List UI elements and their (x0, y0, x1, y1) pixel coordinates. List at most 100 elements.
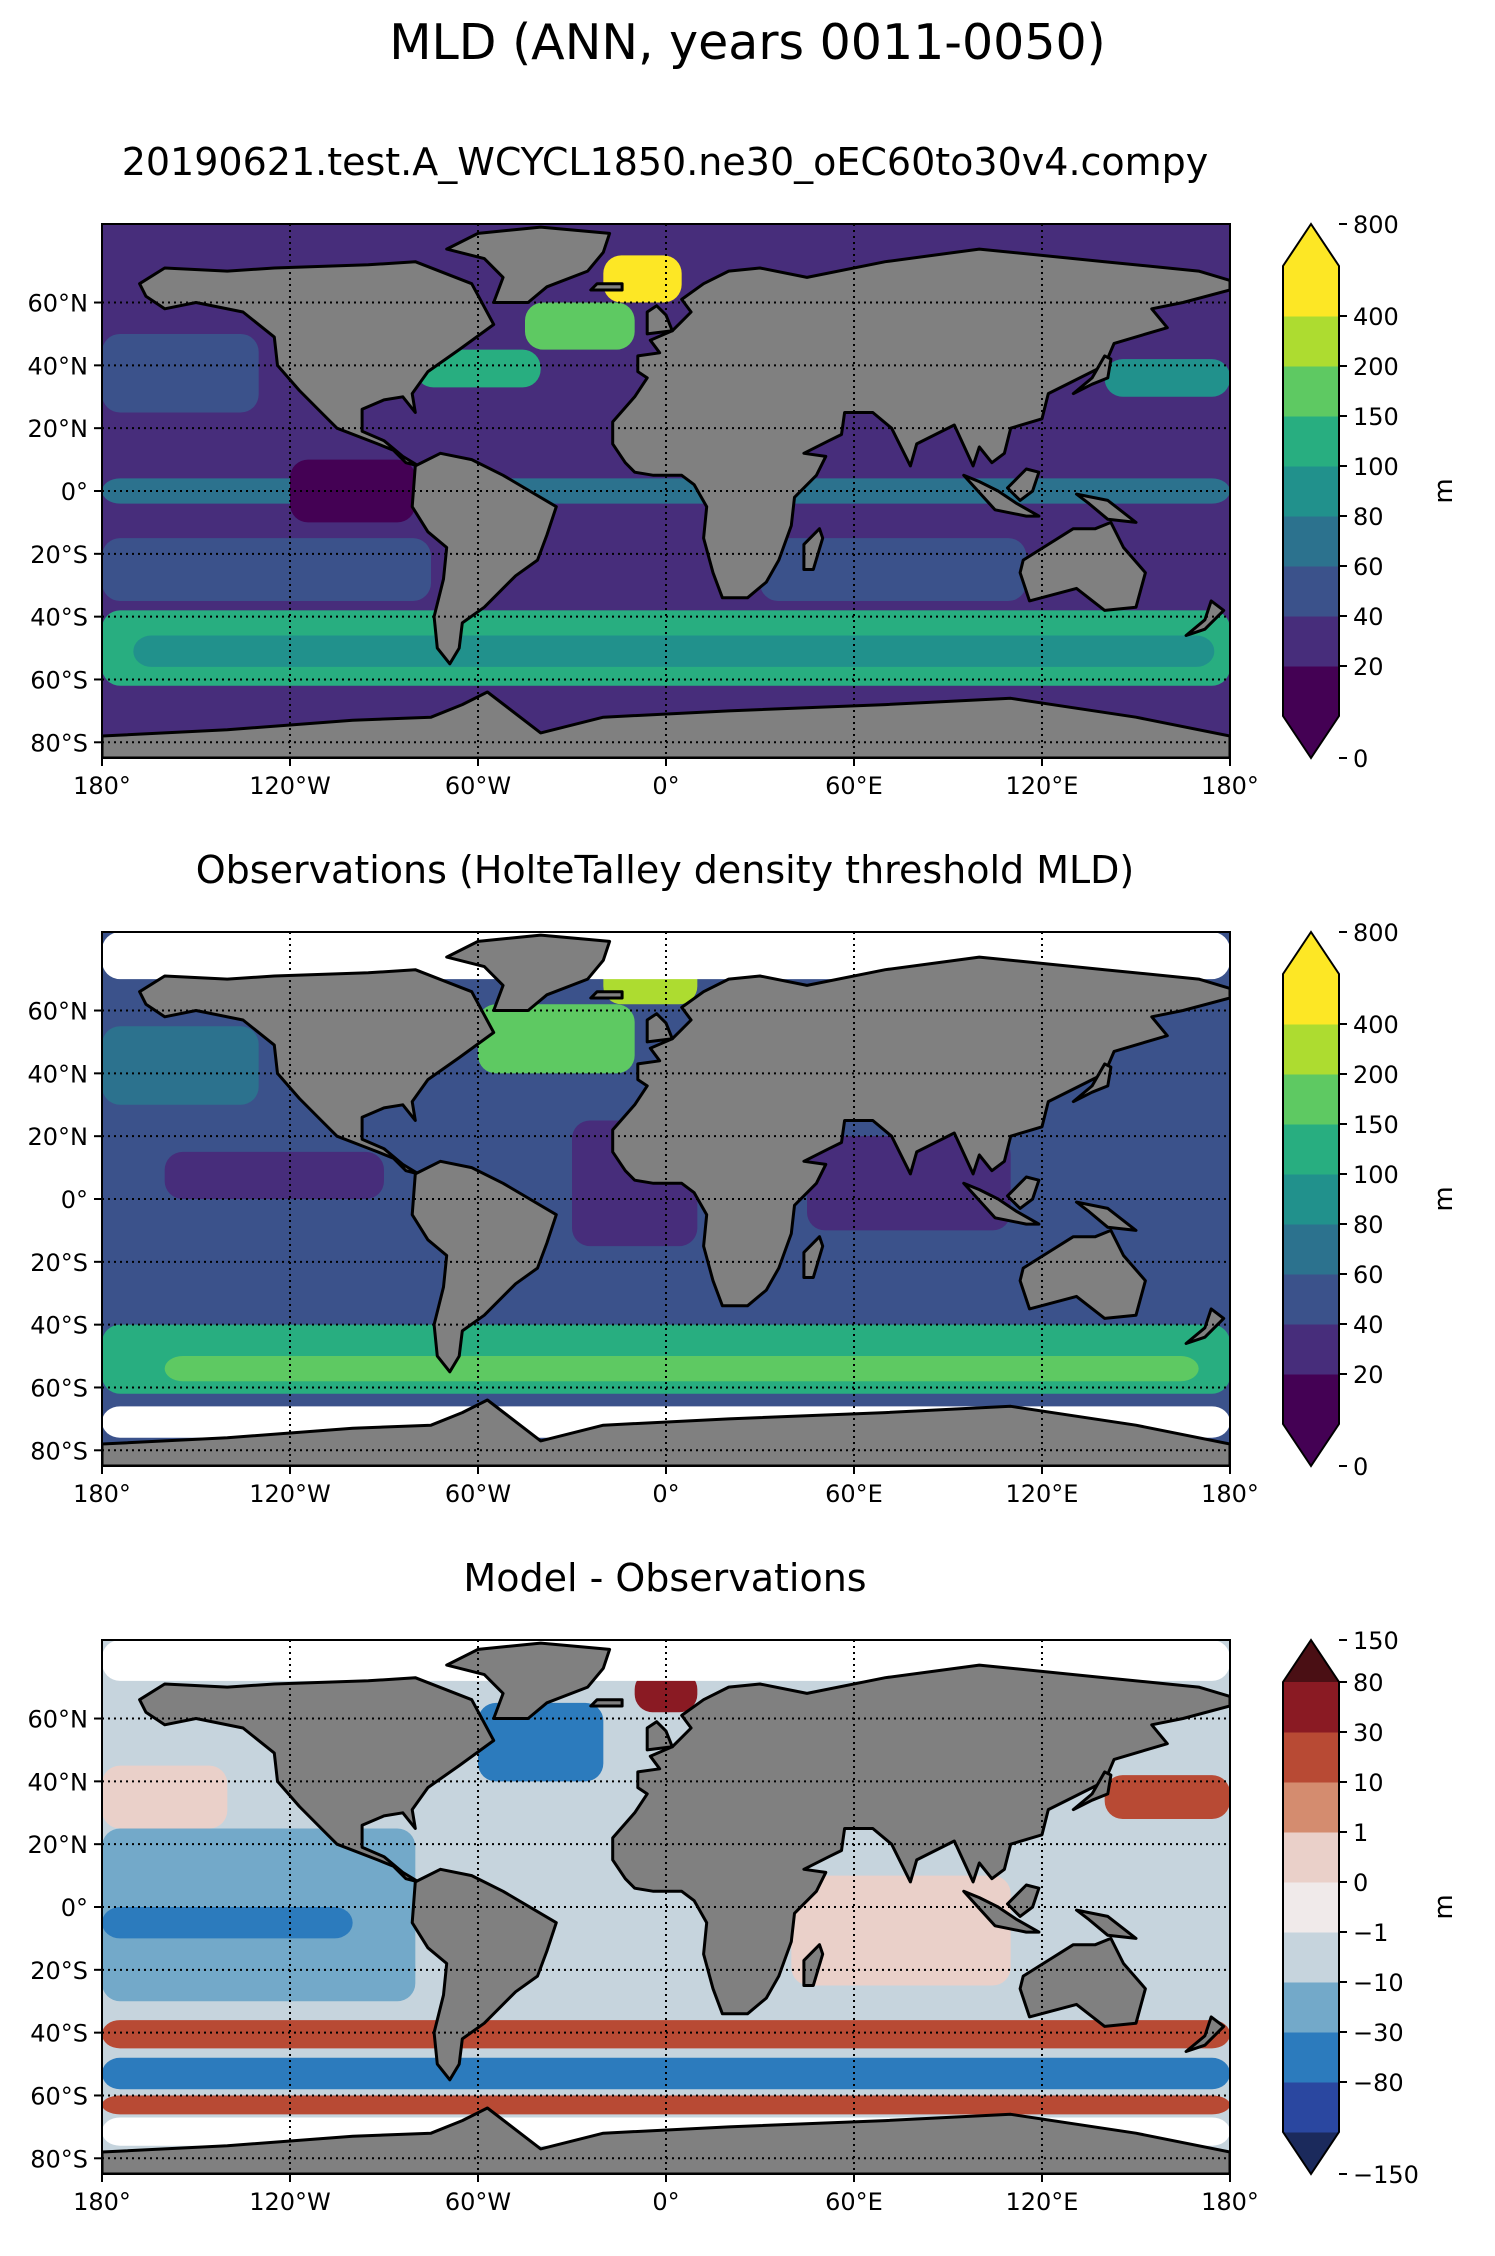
x-tick-label: 0° (652, 2188, 679, 2216)
field-region (133, 635, 1215, 667)
field-region (102, 1026, 259, 1105)
land-iceland (589, 1698, 624, 1708)
land-indonesia (962, 1181, 1041, 1226)
x-tick-label: 180° (73, 1480, 131, 1508)
panel-3-title: Model - Observations (463, 1556, 867, 1600)
colorbar-segment (1283, 1982, 1339, 2033)
land-madagascar (802, 527, 825, 571)
colorbar-segment (1283, 366, 1339, 417)
colorbar-segment (1283, 566, 1339, 617)
land-borneo (1006, 467, 1041, 502)
colorbar-tick-label: 150 (1353, 1111, 1399, 1139)
colorbar-segment (1283, 2032, 1339, 2083)
land-iceland (589, 282, 624, 292)
y-tick-label: 0° (61, 1186, 88, 1214)
colorbar-segment (1283, 1882, 1339, 1933)
colorbar-segment (1283, 2082, 1339, 2133)
colorbar-tick-label: 40 (1353, 603, 1384, 631)
x-tick-label: 60°E (825, 1480, 883, 1508)
y-tick-label: 60°S (30, 2082, 88, 2110)
field-region (164, 1151, 384, 1199)
y-tick-label: 80°S (30, 2145, 88, 2173)
colorbar-extend-min (1283, 1424, 1339, 1466)
x-tick-label: 0° (652, 1480, 679, 1508)
colorbar-tick-label: 100 (1353, 1161, 1399, 1189)
y-tick-label: 60°S (30, 1374, 88, 1402)
land-greenland (445, 225, 612, 304)
field-region (1104, 359, 1230, 397)
field-region (807, 1136, 1011, 1231)
colorbar-segment (1283, 1074, 1339, 1125)
y-tick-label: 20°N (28, 1123, 89, 1151)
colorbar-segment (1283, 616, 1339, 667)
colorbar-segment (1283, 1024, 1339, 1075)
land-iceland (589, 990, 624, 1000)
colorbar-segment (1283, 1782, 1339, 1833)
land-borneo (1006, 1175, 1041, 1210)
colorbar-tick-label: 800 (1353, 211, 1399, 239)
colorbar-segment (1283, 466, 1339, 517)
field-region (102, 333, 259, 413)
y-tick-label: 80°S (30, 1437, 88, 1465)
land-new-guinea (1075, 1200, 1138, 1232)
field-region (102, 1765, 228, 1829)
x-tick-label: 120°E (1006, 772, 1079, 800)
colorbar-tick-label: 200 (1353, 353, 1399, 381)
field-region (603, 255, 682, 303)
x-tick-label: 120°E (1006, 2188, 1079, 2216)
y-tick-label: 40°S (30, 1312, 88, 1340)
colorbar-tick-label: 20 (1353, 1361, 1384, 1389)
y-tick-label: 20°S (30, 541, 88, 569)
x-tick-label: 180° (1201, 2188, 1259, 2216)
colorbar-tick-label: −150 (1353, 2161, 1419, 2189)
land-south-america (410, 1159, 558, 1374)
map-area (102, 932, 1230, 1466)
map-area (102, 224, 1230, 758)
colorbar-tick-label: 20 (1353, 653, 1384, 681)
x-tick-label: 60°W (445, 2188, 511, 2216)
field-region (478, 1702, 604, 1782)
panel-2-map: 180° 120°W 60°W 0° 60°E 120°E 180° 60°N 40°N 20°N… (28, 919, 1460, 1508)
land-south-america (410, 1867, 558, 2082)
x-tick-label: 120°W (249, 1480, 331, 1508)
figure-title: MLD (ANN, years 0011-0050) (389, 14, 1106, 71)
colorbar-tick-label: 150 (1353, 1627, 1399, 1655)
land-new-zealand (1184, 2015, 1226, 2053)
land-australia (1018, 520, 1147, 612)
colorbar-tick-label: 30 (1353, 1719, 1384, 1747)
colorbar-segment (1283, 1932, 1339, 1983)
x-tick-label: 60°W (445, 1480, 511, 1508)
land-africa-eurasia (611, 1663, 1230, 2016)
land-indonesia (962, 473, 1041, 518)
panel-1-title: 20190621.test.A_WCYCL1850.ne30_oEC60to30… (121, 140, 1209, 184)
field-region (102, 538, 431, 601)
colorbar-segment (1283, 1174, 1339, 1225)
colorbar: 0 20 40 60 80 100 150 200 400 800 m (1282, 919, 1459, 1481)
colorbar-tick-label: 150 (1353, 403, 1399, 431)
colorbar-label: m (1429, 1186, 1459, 1211)
land-madagascar (802, 1235, 825, 1279)
colorbar-tick-label: 0 (1353, 1869, 1368, 1897)
colorbar-extend-max (1283, 224, 1339, 266)
colorbar-tick-label: 800 (1353, 919, 1399, 947)
colorbar-tick-label: 10 (1353, 1769, 1384, 1797)
land-indonesia (962, 1889, 1041, 1934)
colorbar-tick-label: −10 (1353, 1969, 1404, 1997)
colorbar-segment (1283, 1274, 1339, 1325)
panel-2-title: Observations (HolteTalley density thresh… (195, 848, 1135, 892)
y-tick-label: 60°N (28, 998, 89, 1026)
colorbar-outline (1282, 222, 1340, 760)
colorbar-segment (1283, 1832, 1339, 1883)
colorbar-tick-label: 100 (1353, 453, 1399, 481)
land-africa-eurasia (611, 955, 1230, 1308)
land-new-zealand (1184, 1307, 1226, 1345)
panel-1-map: 180° 120°W 60°W 0° 60°E 120°E 180° 60°N 40°N 20°N… (28, 211, 1460, 800)
colorbar-segment (1283, 516, 1339, 567)
y-tick-label: 20°S (30, 1249, 88, 1277)
y-tick-label: 0° (61, 1894, 88, 1922)
field-region (102, 2095, 1230, 2115)
y-tick-label: 80°S (30, 729, 88, 757)
colorbar-tick-label: 0 (1353, 1453, 1368, 1481)
colorbar-tick-label: 80 (1353, 1669, 1384, 1697)
colorbar-tick-label: 40 (1353, 1311, 1384, 1339)
